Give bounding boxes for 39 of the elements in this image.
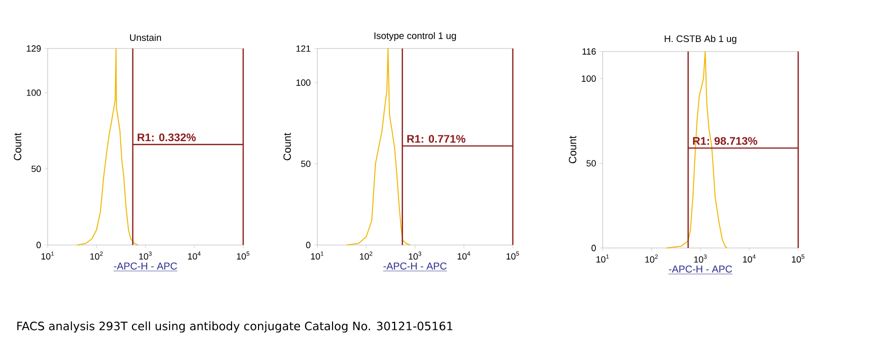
y-tick-label: 100	[582, 75, 596, 82]
y-tick-label: 100	[26, 89, 41, 96]
y-tick-label: 0	[36, 242, 41, 248]
x-tick-label: 10$^{1}$	[596, 254, 609, 263]
x-tick-label: 10$^{1}$	[41, 252, 54, 260]
y-tick-label: 50	[301, 160, 310, 167]
chart-title: Unstain	[130, 34, 161, 41]
text: FACS analysis 293T cell using antibody conjugate Catalog No. 30121-05161	[17, 321, 452, 333]
annotation: R1: 0.771%	[407, 134, 466, 143]
y-tick-label: 121	[296, 45, 310, 52]
x-tick-label: 10$^{5}$	[506, 252, 519, 260]
y-tick-label: 50	[586, 160, 596, 166]
y-axis-title: Count	[283, 132, 291, 160]
annotation: R1: 0.332%	[138, 133, 196, 142]
x-tick-label: 10$^{2}$	[645, 254, 658, 263]
x-tick-label: 10$^{5}$	[792, 254, 804, 263]
x-tick-label: 10$^{5}$	[236, 252, 250, 260]
x-tick-label: 10$^{1}$	[311, 252, 324, 260]
y-tick-label: 0	[592, 244, 596, 252]
y-axis-title: Count	[568, 136, 576, 164]
y-tick-label: 116	[582, 48, 596, 55]
x-tick-label: 10$^{4}$	[743, 254, 756, 263]
x-axis-title: -APC-H - APC	[384, 262, 447, 270]
chart-title: H. CSTB Ab 1 ug	[664, 35, 736, 44]
y-tick-label: 129	[26, 45, 41, 52]
x-tick-label: 10$^{4}$	[458, 252, 470, 260]
x-tick-label: 10$^{4}$	[188, 252, 201, 260]
x-axis-title: -APC-H - APC	[114, 262, 177, 270]
x-axis-title: -APC-H - APC	[668, 266, 732, 273]
y-tick-label: 0	[306, 242, 310, 248]
chart-title: Isotype control 1 ug	[374, 32, 456, 41]
x-tick-label: 10$^{2}$	[360, 252, 372, 260]
x-tick-label: 10$^{3}$	[139, 252, 152, 260]
x-tick-label: 10$^{3}$	[694, 254, 707, 263]
y-tick-label: 100	[296, 79, 310, 86]
x-tick-label: 10$^{2}$	[90, 252, 103, 260]
x-tick-label: 10$^{3}$	[408, 252, 422, 260]
y-tick-label: 50	[32, 166, 41, 172]
y-axis-title: Count	[14, 132, 22, 160]
